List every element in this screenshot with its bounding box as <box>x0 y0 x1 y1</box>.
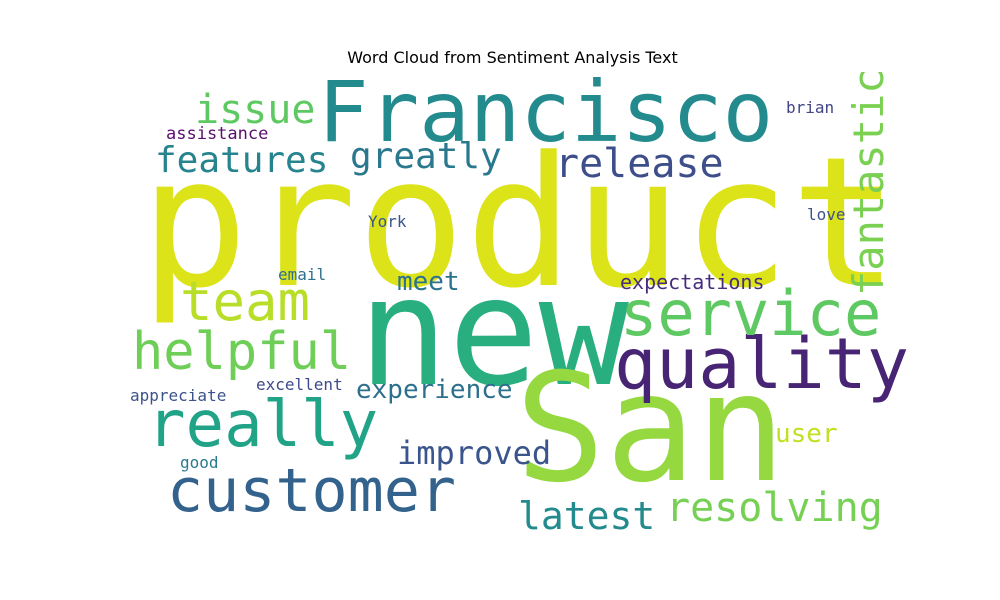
word-latest: latest <box>518 494 656 538</box>
word-meet: meet <box>397 267 460 297</box>
word-resolving: resolving <box>666 485 883 531</box>
word-appreciate: appreciate <box>130 386 227 405</box>
word-service: service <box>620 277 882 350</box>
word-improved: improved <box>397 434 552 472</box>
word-product: product <box>140 119 899 328</box>
word-good: good <box>180 453 219 472</box>
word-fantastic: fantastic <box>844 68 893 296</box>
word-release: release <box>555 141 724 187</box>
word-issue: issue <box>195 87 316 133</box>
word-greatly: greatly <box>350 136 502 177</box>
word-francisco: Francisco <box>318 63 774 161</box>
word-love: love <box>807 205 846 224</box>
word-san: San <box>515 342 786 516</box>
chart-title: Word Cloud from Sentiment Analysis Text <box>347 48 678 67</box>
word-experience: experience <box>356 375 513 405</box>
word-customer: customer <box>167 456 456 526</box>
word-assistance: assistance <box>166 124 269 144</box>
word-new: new <box>358 246 629 420</box>
word-helpful: helpful <box>132 322 352 382</box>
word-excellent: excellent <box>256 375 343 394</box>
word-really: really <box>147 388 379 462</box>
word-expectations: expectations <box>620 270 765 294</box>
word-quality: quality <box>614 323 910 405</box>
word-features: features <box>155 140 329 181</box>
word-brian: brian <box>786 98 835 117</box>
word-team: team <box>180 270 311 333</box>
word-email: email <box>278 265 327 284</box>
word-user: user <box>775 419 838 449</box>
word-york: York <box>368 212 407 231</box>
